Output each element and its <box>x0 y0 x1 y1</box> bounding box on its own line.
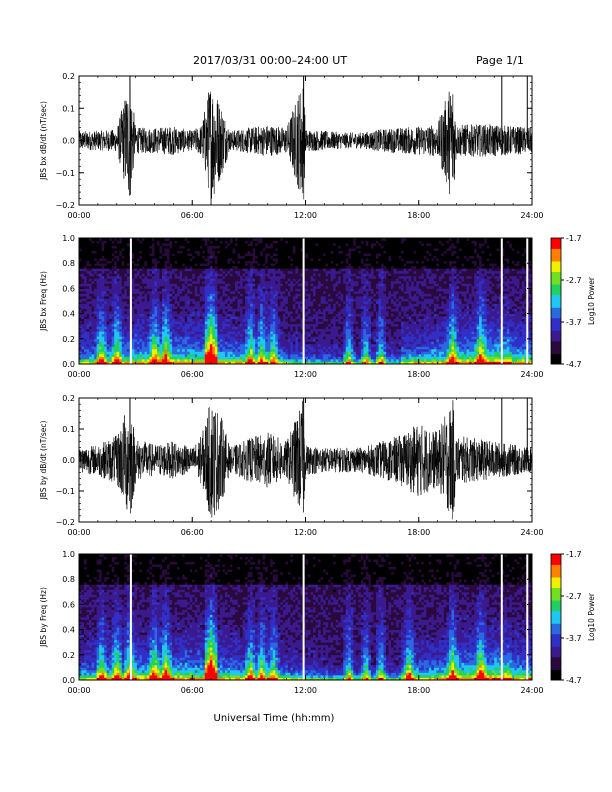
x-tick-label: 06:00 <box>181 211 204 220</box>
data-gap <box>302 238 305 364</box>
colorbar-tick-label: -4.7 <box>566 360 582 369</box>
x-axis-title: Universal Time (hh:mm) <box>214 713 335 724</box>
colorbar <box>551 238 561 365</box>
y-tick-label: 0.0 <box>62 456 75 465</box>
dbdt-trace <box>78 88 533 205</box>
y-tick-label: 0.2 <box>62 651 75 660</box>
y-tick-label: 0.4 <box>62 310 75 319</box>
x-tick-label: 18:00 <box>407 528 430 537</box>
page-number: Page 1/1 <box>476 54 524 67</box>
plot-border <box>78 553 533 681</box>
x-tick-label: 18:00 <box>407 370 430 379</box>
colorbar-label: Log10 Power <box>587 592 596 641</box>
colorbar-tick-label: -1.7 <box>566 550 582 559</box>
data-gap <box>302 554 305 680</box>
y-axis-label: JBS bx Freq (Hz) <box>39 271 48 332</box>
x-tick-label: 12:00 <box>294 370 317 379</box>
y-tick-label: 0.8 <box>62 575 75 584</box>
y-tick-label: −0.2 <box>56 201 75 210</box>
colorbar-tick-label: -2.7 <box>566 276 582 285</box>
y-tick-label: 0.0 <box>62 137 75 146</box>
x-tick-label: 06:00 <box>181 686 204 695</box>
y-tick-label: 0.2 <box>62 72 75 81</box>
x-tick-label: 00:00 <box>67 686 90 695</box>
data-gap <box>129 554 132 680</box>
plot-border <box>78 75 533 206</box>
y-axis-label: JBS bx dB/dt (nT/sec) <box>39 101 48 181</box>
y-tick-label: 1.0 <box>62 550 75 559</box>
y-tick-label: 0.2 <box>62 394 75 403</box>
x-tick-label: 18:00 <box>407 686 430 695</box>
colorbar-tick-label: -4.7 <box>566 676 582 685</box>
x-tick-label: 06:00 <box>181 370 204 379</box>
colorbar-border <box>550 237 562 365</box>
y-tick-label: −0.1 <box>56 487 75 496</box>
x-tick-label: 24:00 <box>520 211 543 220</box>
colorbar-border <box>550 553 562 681</box>
y-tick-label: 0.0 <box>62 360 75 369</box>
y-tick-label: 0.1 <box>62 425 75 434</box>
colorbar-tick-label: -3.7 <box>566 634 582 643</box>
colorbar-tick-label: -1.7 <box>566 234 582 243</box>
data-gap <box>526 554 529 680</box>
colorbar <box>551 554 561 681</box>
x-tick-label: 24:00 <box>520 528 543 537</box>
x-tick-label: 00:00 <box>67 528 90 537</box>
data-gap <box>526 238 529 364</box>
y-axis-label: JBS by Freq (Hz) <box>39 587 48 648</box>
spectrogram-cells <box>79 554 533 681</box>
y-tick-label: 0.2 <box>62 335 75 344</box>
y-axis-label: JBS by dB/dt (nT/sec) <box>39 421 48 501</box>
plot-border <box>78 237 533 365</box>
plot-border <box>78 397 533 523</box>
y-tick-label: 1.0 <box>62 234 75 243</box>
y-tick-label: 0.6 <box>62 284 75 293</box>
x-tick-label: 00:00 <box>67 211 90 220</box>
y-tick-label: −0.1 <box>56 169 75 178</box>
x-tick-label: 24:00 <box>520 370 543 379</box>
x-tick-label: 06:00 <box>181 528 204 537</box>
x-tick-label: 12:00 <box>294 686 317 695</box>
colorbar-label: Log10 Power <box>587 276 596 325</box>
x-tick-label: 00:00 <box>67 370 90 379</box>
x-tick-label: 24:00 <box>520 686 543 695</box>
data-gap <box>500 238 503 364</box>
x-tick-label: 12:00 <box>294 528 317 537</box>
data-gap <box>500 554 503 680</box>
dbdt-trace <box>78 400 533 520</box>
y-tick-label: 0.6 <box>62 600 75 609</box>
data-gap <box>129 238 132 364</box>
y-tick-label: 0.8 <box>62 259 75 268</box>
x-tick-label: 18:00 <box>407 211 430 220</box>
y-tick-label: 0.4 <box>62 626 75 635</box>
spectrogram-cells <box>79 238 533 365</box>
colorbar-tick-label: -3.7 <box>566 318 582 327</box>
colorbar-tick-label: -2.7 <box>566 592 582 601</box>
y-tick-label: 0.1 <box>62 104 75 113</box>
x-tick-label: 12:00 <box>294 211 317 220</box>
y-tick-label: 0.0 <box>62 676 75 685</box>
report-title: 2017/03/31 00:00–24:00 UT <box>193 54 348 67</box>
y-tick-label: −0.2 <box>56 518 75 527</box>
